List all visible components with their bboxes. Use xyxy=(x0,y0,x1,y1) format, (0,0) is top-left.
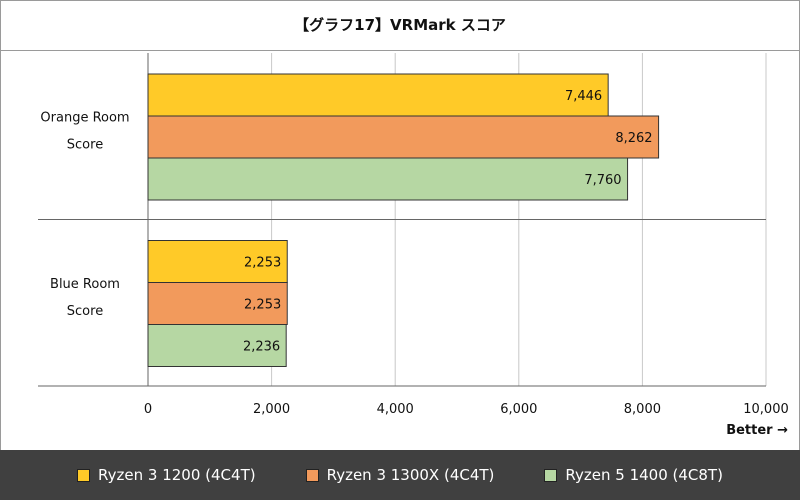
legend: Ryzen 3 1200 (4C4T) Ryzen 3 1300X (4C4T)… xyxy=(0,450,800,500)
bar-chart: 0 2,000 4,000 6,000 8,000 10,000 Orange Room Sc… xyxy=(38,53,789,417)
category-label: Score xyxy=(67,304,103,319)
bar-value-label: 7,446 xyxy=(565,89,602,104)
x-tick-label: 10,000 xyxy=(743,402,789,417)
x-tick-label: 4,000 xyxy=(377,402,414,417)
legend-label: Ryzen 3 1200 (4C4T) xyxy=(98,466,256,484)
legend-label: Ryzen 5 1400 (4C8T) xyxy=(565,466,723,484)
category-label: Blue Room xyxy=(50,277,120,292)
legend-item-ryzen5-1400: Ryzen 5 1400 (4C8T) xyxy=(544,466,723,484)
legend-swatch xyxy=(544,468,558,482)
legend-label: Ryzen 3 1300X (4C4T) xyxy=(326,466,495,484)
x-tick-label: 8,000 xyxy=(624,402,661,417)
chart-title: 【グラフ17】VRMark スコア xyxy=(0,0,800,51)
x-tick-label: 6,000 xyxy=(500,402,537,417)
bar xyxy=(147,240,288,283)
legend-item-ryzen3-1300x: Ryzen 3 1300X (4C4T) xyxy=(305,466,495,484)
better-annotation: Better → xyxy=(726,423,788,438)
x-tick-label: 2,000 xyxy=(253,402,290,417)
bar xyxy=(147,282,288,325)
bar-value-label: 2,253 xyxy=(244,298,281,313)
bar-value-label: 2,236 xyxy=(243,340,280,355)
bar-value-label: 2,253 xyxy=(244,256,281,271)
bar xyxy=(147,324,287,367)
bar-value-label: 8,262 xyxy=(615,131,652,146)
bar xyxy=(147,73,609,117)
legend-swatch xyxy=(305,468,319,482)
category-label: Score xyxy=(67,137,103,152)
bar xyxy=(147,115,660,159)
bar-value-label: 7,760 xyxy=(584,173,621,188)
x-tick-label: 0 xyxy=(144,402,152,417)
legend-swatch xyxy=(77,468,91,482)
legend-item-ryzen3-1200: Ryzen 3 1200 (4C4T) xyxy=(77,466,256,484)
category-label: Orange Room xyxy=(40,110,129,125)
bar xyxy=(147,157,629,201)
